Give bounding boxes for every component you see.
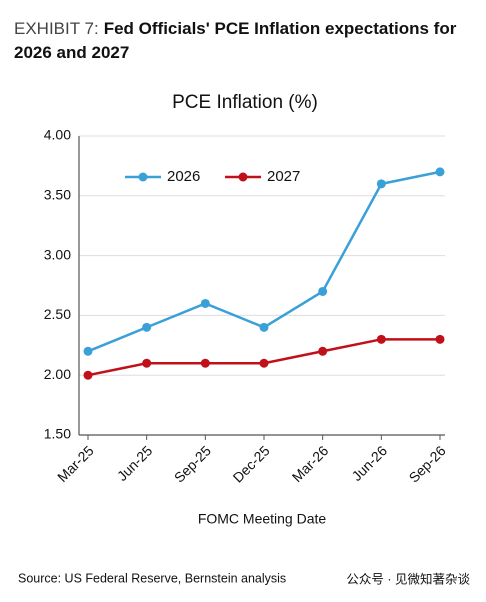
data-point xyxy=(83,370,93,380)
x-tick-label: Mar-26 xyxy=(289,442,332,485)
title-line: Fed Officials' PCE Inflation expectation… xyxy=(104,19,457,38)
y-tick-label: 3.00 xyxy=(44,246,71,262)
x-tick-label: Jun-26 xyxy=(348,442,390,484)
data-point xyxy=(435,167,445,177)
y-tick-label: 4.00 xyxy=(44,127,71,143)
exhibit-label: EXHIBIT 7: xyxy=(14,19,99,38)
data-point xyxy=(435,334,445,344)
series-line xyxy=(87,338,440,377)
x-tick-label: Jun-25 xyxy=(114,442,156,484)
data-point xyxy=(376,179,386,189)
y-tick-label: 2.00 xyxy=(44,366,71,382)
legend-label: 2026 xyxy=(167,168,200,185)
data-point xyxy=(83,346,93,356)
x-axis-label: FOMC Meeting Date xyxy=(198,511,327,527)
y-tick-label: 1.50 xyxy=(44,426,71,442)
x-tick-label: Dec-25 xyxy=(230,442,273,485)
watermark: 公众号 · 见微知著杂谈 xyxy=(346,572,470,586)
y-tick-label: 2.50 xyxy=(44,306,71,322)
data-point xyxy=(318,286,328,296)
data-point xyxy=(142,322,152,332)
legend-marker xyxy=(138,172,148,182)
data-point xyxy=(259,358,269,368)
data-point xyxy=(259,322,269,332)
data-point xyxy=(318,346,328,356)
y-tick-label: 3.50 xyxy=(44,187,71,203)
source: Source: US Federal Reserve, Bernstein an… xyxy=(18,571,286,585)
chart-title: PCE Inflation (%) xyxy=(172,92,318,113)
data-point xyxy=(200,298,210,308)
legend-marker xyxy=(238,172,248,182)
x-tick-label: Sep-26 xyxy=(405,442,448,485)
x-tick-label: Sep-25 xyxy=(171,442,214,485)
data-point xyxy=(376,334,386,344)
exhibit: EXHIBIT 7: xyxy=(14,19,99,38)
x-tick-label: Mar-25 xyxy=(54,442,97,485)
data-point xyxy=(142,358,152,368)
data-point xyxy=(200,358,210,368)
title-line: 2026 and 2027 xyxy=(14,43,129,62)
legend-label: 2027 xyxy=(267,168,300,185)
header-title: Fed Officials' PCE Inflation expectation… xyxy=(14,19,457,62)
